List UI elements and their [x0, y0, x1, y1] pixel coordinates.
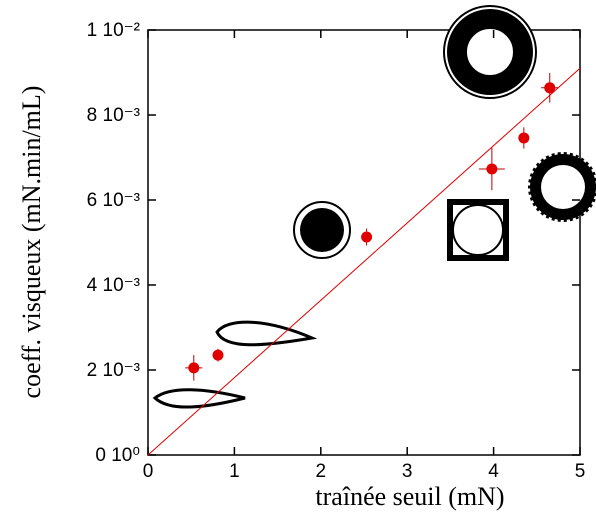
airfoil-icon	[215, 320, 318, 347]
point	[212, 349, 224, 361]
airfoil-icon	[152, 388, 246, 409]
y-axis-label: coeff. visqueux (mN.min/mL)	[17, 86, 46, 399]
x-tick-label: 5	[575, 461, 586, 482]
x-axis-label: traînée seuil (mN)	[315, 482, 504, 511]
x-tick-label: 3	[402, 461, 413, 482]
x-tick-label: 1	[229, 461, 240, 482]
y-tick-label: 4 10⁻³	[87, 275, 140, 296]
x-tick-label: 2	[316, 461, 327, 482]
y-tick-label: 8 10⁻³	[87, 105, 140, 126]
point	[544, 82, 556, 94]
point	[188, 362, 200, 374]
fit-line	[147, 67, 581, 456]
x-tick-label: 4	[488, 461, 499, 482]
y-tick-label: 6 10⁻³	[87, 190, 140, 211]
y-tick-label: 2 10⁻³	[87, 360, 140, 381]
point	[518, 132, 530, 144]
plot-frame	[147, 29, 581, 456]
point	[486, 163, 498, 175]
icons	[152, 5, 596, 409]
point	[361, 231, 373, 243]
gear-icon	[541, 165, 585, 209]
y-tick-label: 1 10⁻²	[87, 20, 140, 41]
ring-icon	[447, 9, 533, 95]
x-tick-label: 0	[143, 461, 154, 482]
y-tick-label: 0 10⁰	[95, 445, 140, 466]
disk-icon	[300, 208, 344, 252]
square-icon	[452, 204, 504, 256]
